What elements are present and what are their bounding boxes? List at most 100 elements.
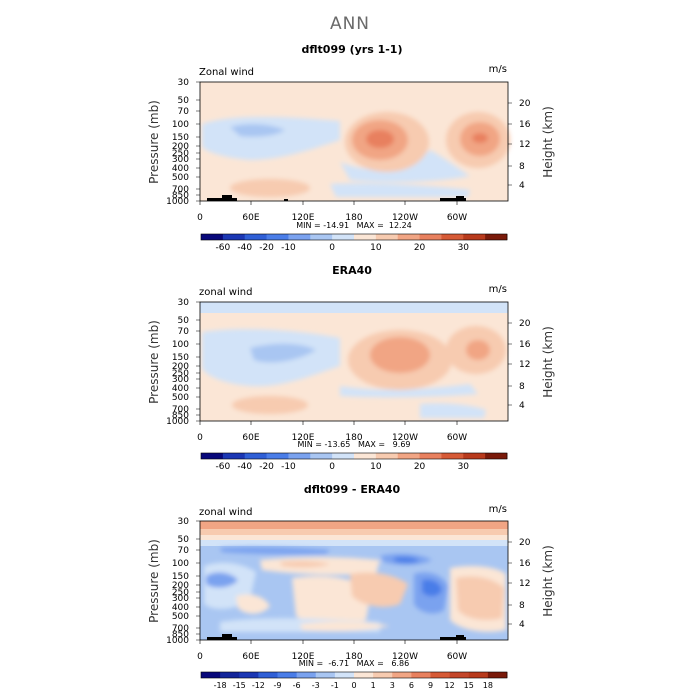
y-axis-left: 30 50 70 100 150 200 250 300 400 500 700… (147, 298, 200, 427)
colorbar-swatch (487, 672, 508, 678)
y-tick-label: 850 (172, 411, 189, 421)
y-tick-label: 850 (172, 191, 189, 201)
colorbar-swatch (354, 453, 377, 459)
y-axis-left: 30 50 70 100 150 200 250 300 400 500 700… (147, 517, 200, 646)
y2-tick-label: 12 (519, 579, 530, 589)
topography-block (440, 198, 466, 201)
x-tick-label: 180 (345, 213, 362, 223)
contour-region-neg (200, 540, 508, 546)
colorbar-swatch (277, 672, 298, 678)
y2-axis-title: Height (km) (541, 545, 555, 616)
y-tick-label: 300 (172, 375, 189, 385)
colorbar-swatch (354, 672, 374, 678)
x-tick-label: 60W (447, 652, 467, 662)
colorbar-label: -60 (216, 243, 231, 253)
colorbar-label: -3 (312, 681, 320, 690)
topography-block (222, 195, 232, 201)
contour-region-pos (366, 130, 394, 148)
colorbar-label: -10 (281, 462, 296, 472)
y2-tick-label: 16 (519, 340, 531, 350)
min-max-label: MIN = -6.71 MAX = 6.86 (299, 659, 409, 668)
colorbar-label: 0 (329, 243, 335, 253)
y-tick-marks (196, 81, 200, 202)
x-tick-label: 60E (242, 213, 259, 223)
colorbar-swatch (441, 453, 464, 459)
x-axis: 0 60E 120E 180 120W 60W (197, 421, 467, 443)
y-tick-label: 300 (172, 594, 189, 604)
colorbar-swatch (296, 672, 317, 678)
y-tick-label: 250 (172, 588, 189, 598)
colorbar-frame (200, 671, 508, 679)
contour-field (199, 520, 509, 641)
colorbar-swatch (266, 453, 289, 459)
y-tick-label: 1000 (166, 197, 189, 207)
colorbar-label: 9 (428, 681, 433, 690)
contour-region-neg (200, 302, 508, 313)
colorbar-swatches (200, 233, 508, 241)
colorbar-swatch (220, 672, 240, 678)
panel-3: dflt099 - ERA40 zonal wind m/s (147, 483, 555, 690)
contour-field (199, 81, 510, 202)
colorbar-swatch (463, 453, 486, 459)
y-tick-label: 100 (172, 340, 189, 350)
contour-region-neg (394, 557, 420, 563)
colorbar-frame (200, 233, 508, 241)
x-tick-label: 120W (392, 652, 418, 662)
colorbar-label: 15 (464, 681, 474, 690)
y-tick-label: 50 (178, 316, 190, 326)
y2-tick-label: 8 (519, 382, 525, 392)
colorbar-swatch (222, 453, 246, 459)
colorbar-swatch (411, 672, 431, 678)
colorbar-swatch (266, 234, 289, 240)
colorbar-label: -20 (259, 462, 274, 472)
colorbar-swatch (419, 234, 442, 240)
y-tick-label: 1000 (166, 636, 189, 646)
x-tick-label: 120E (292, 433, 315, 443)
y-tick-label: 400 (172, 384, 189, 394)
panel-title: dflt099 - ERA40 (304, 483, 401, 496)
contour-region-neg (340, 150, 470, 183)
y-tick-label: 700 (172, 185, 189, 195)
x-tick-label: 60E (242, 652, 259, 662)
y-tick-label: 200 (172, 142, 189, 152)
contour-region-pos (230, 179, 310, 197)
x-tick-marks (199, 640, 458, 644)
colorbar-label: 1 (371, 681, 376, 690)
colorbar-swatch (430, 672, 451, 678)
y-tick-label: 250 (172, 149, 189, 159)
topography (207, 634, 466, 640)
colorbar-label: 20 (414, 243, 426, 253)
x-tick-label: 0 (197, 652, 203, 662)
colorbar-swatch (288, 234, 311, 240)
colorbar-label: -40 (237, 243, 252, 253)
y-tick-label: 400 (172, 603, 189, 613)
contour-region-neg (250, 343, 316, 363)
colorbar-swatches (200, 452, 508, 460)
y-tick-label: 700 (172, 405, 189, 415)
y2-tick-label: 8 (519, 601, 525, 611)
y-tick-label: 50 (178, 535, 190, 545)
x-tick-marks (199, 201, 458, 205)
colorbar-swatch (315, 672, 336, 678)
colorbar-swatch (201, 672, 221, 678)
y-tick-label: 300 (172, 155, 189, 165)
y2-tick-marks (508, 322, 512, 406)
contour-region-neg (420, 403, 486, 418)
colorbar-label: -20 (259, 243, 274, 253)
y2-tick-label: 4 (519, 620, 525, 630)
colorbar-label: 20 (414, 462, 426, 472)
panel-title: dflt099 (yrs 1-1) (302, 43, 403, 56)
panel-1: dflt099 (yrs 1-1) Zonal wind m/s (147, 43, 555, 253)
y2-axis-title: Height (km) (541, 106, 555, 177)
colorbar-swatch (244, 234, 267, 240)
units-label: m/s (489, 64, 507, 75)
colorbar-swatch (239, 672, 259, 678)
topography-block (284, 199, 288, 201)
colorbar-label: 3 (390, 681, 395, 690)
topography-block (440, 637, 466, 640)
x-tick-label: 60E (242, 433, 259, 443)
colorbar-label: -6 (293, 681, 301, 690)
x-tick-label: 180 (345, 433, 362, 443)
y-tick-label: 50 (178, 96, 190, 106)
x-tick-label: 120W (392, 433, 418, 443)
